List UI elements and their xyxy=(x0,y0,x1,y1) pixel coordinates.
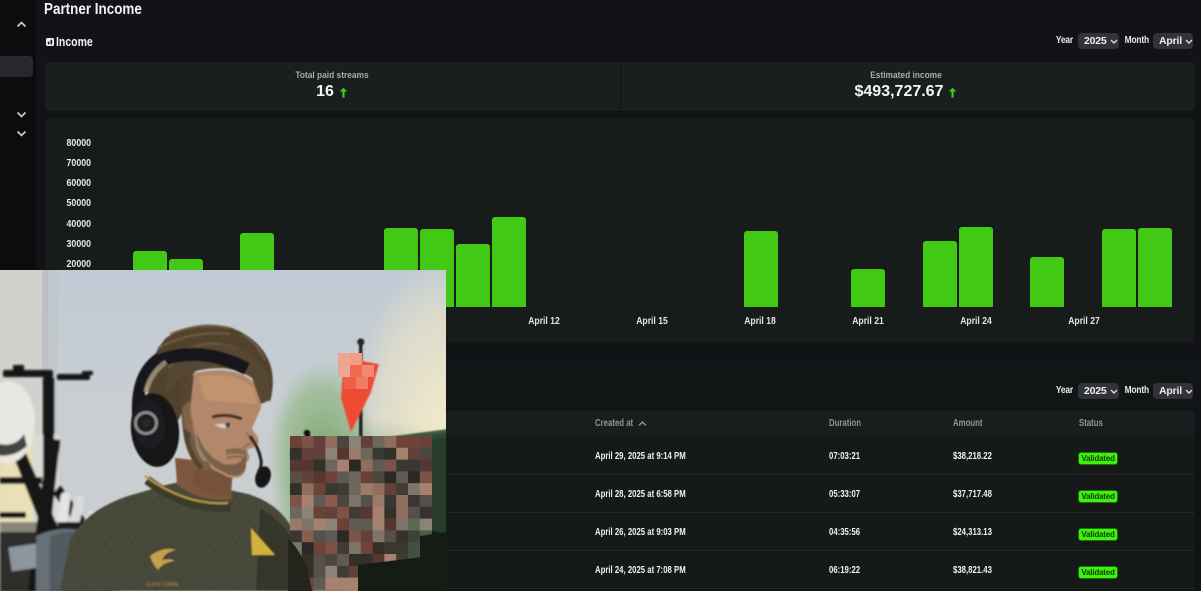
svg-text:CASTORE: CASTORE xyxy=(147,582,179,588)
